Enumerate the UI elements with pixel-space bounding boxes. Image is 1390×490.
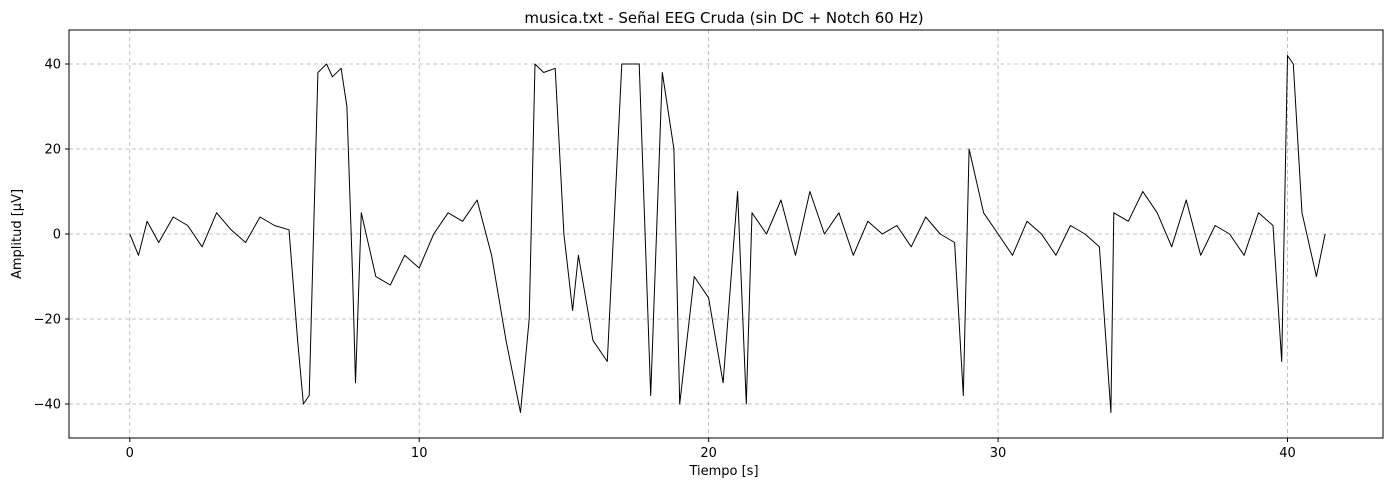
y-axis: −40 −20 0 20 40 xyxy=(34,58,69,413)
x-axis: 0 10 20 30 40 xyxy=(126,438,1296,461)
y-tick-label: 0 xyxy=(53,228,61,243)
series-layer xyxy=(129,55,1326,413)
chart-title: musica.txt - Señal EEG Cruda (sin DC + N… xyxy=(524,9,923,27)
eeg-signal-line xyxy=(129,55,1326,413)
x-tick-label: 20 xyxy=(700,446,717,461)
grid xyxy=(69,30,1383,438)
y-tick-label: −40 xyxy=(34,398,61,413)
y-tick-label: 20 xyxy=(44,143,61,158)
y-axis-label: Amplitud [µV] xyxy=(10,189,25,279)
y-tick-label: 40 xyxy=(44,58,61,73)
x-tick-label: 30 xyxy=(990,446,1007,461)
x-axis-label: Tiempo [s] xyxy=(688,464,758,479)
y-tick-label: −20 xyxy=(34,313,61,328)
x-tick-label: 10 xyxy=(411,446,428,461)
x-tick-label: 40 xyxy=(1279,446,1296,461)
x-tick-label: 0 xyxy=(126,446,134,461)
